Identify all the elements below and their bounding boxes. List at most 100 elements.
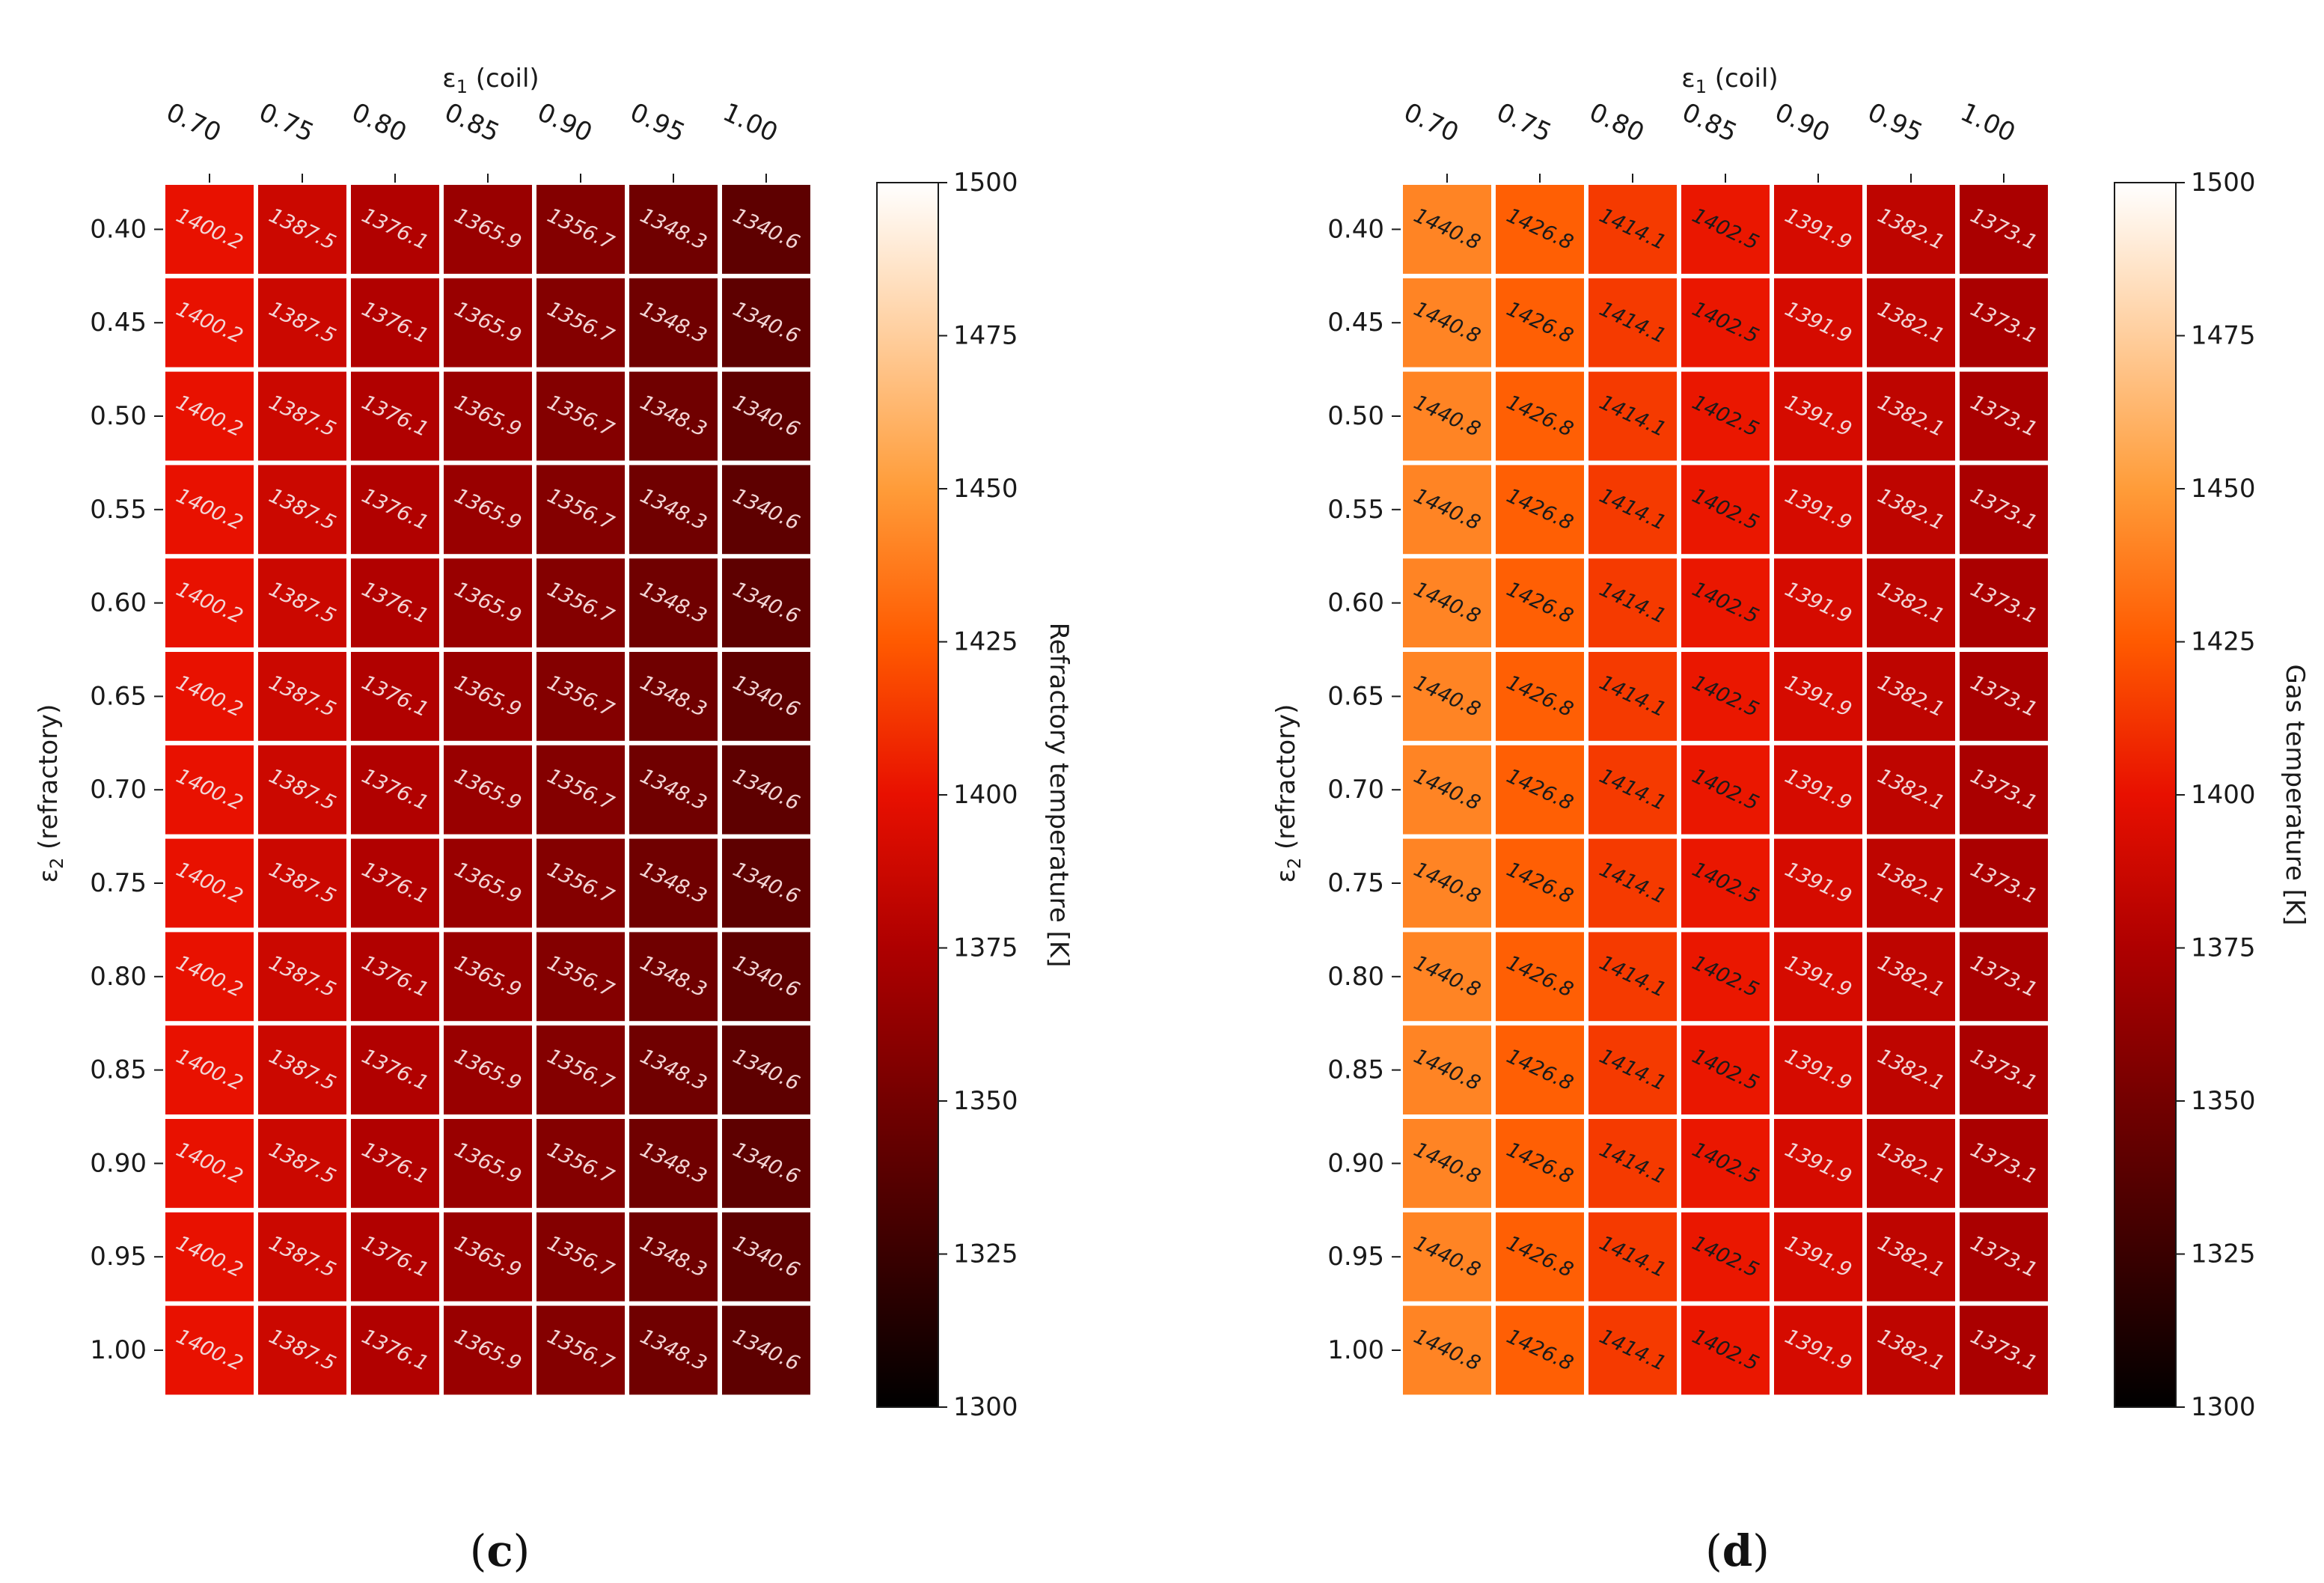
- panel-d-cell: [1681, 1305, 1770, 1395]
- panel-c-cell: [444, 465, 532, 555]
- panel-d-y-tick-label: 0.75: [1327, 868, 1384, 898]
- panel-d-cell: [1681, 932, 1770, 1022]
- panel-c-colorbar-ticks: 1300 1325 1350 1375 1400 1425 1450 1475 1500: [938, 168, 1018, 1422]
- panel-c-cell: [536, 558, 625, 647]
- panel-d-y-tick-label: 0.55: [1327, 495, 1384, 525]
- panel-c-cell: [165, 745, 254, 835]
- panel-d-cell: [1960, 558, 2048, 647]
- panel-d-cell: [1774, 1305, 1862, 1395]
- panel-c-cell: [722, 465, 810, 555]
- panel-c-cell: [629, 932, 718, 1022]
- panel-c-cell: [258, 1025, 346, 1114]
- panel-c-cells: 1400.2 1387.5 1376.1 1365.9 1356.7 1348.3 1340…: [165, 185, 810, 1395]
- panel-c-y-tick-label: 0.55: [90, 495, 147, 525]
- panel-d-cell: [1588, 1119, 1677, 1208]
- panel-c-x-tick-label: 0.80: [347, 97, 412, 148]
- panel-c-cell: [258, 652, 346, 741]
- panel-d-cell: [1867, 371, 1955, 461]
- panel-c-cell: [258, 1305, 346, 1395]
- panel-d-y-ticks: 0.40 0.45 0.50 0.55 0.60 0.65 0.70 0.75 0.80 0.85…: [1327, 214, 1401, 1365]
- panel-d-cell: [1588, 838, 1677, 928]
- panel-d-cell: [1774, 278, 1862, 367]
- panel-d-cell: [1867, 838, 1955, 928]
- panel-c-cell: [629, 278, 718, 367]
- panel-c-cell: [351, 1025, 439, 1114]
- panel-c-cell: [536, 278, 625, 367]
- panel-c-cell: [351, 932, 439, 1022]
- panel-c-cell: [351, 745, 439, 835]
- panel-c-cell: [722, 371, 810, 461]
- panel-c-y-tick-label: 0.45: [90, 308, 147, 338]
- panel-c-colorbar-tick-label: 1450: [953, 474, 1018, 504]
- panel-d-cell: [1403, 652, 1491, 741]
- panel-c-cell: [351, 185, 439, 274]
- panel-c-cell: [536, 1212, 625, 1302]
- panel-d-y-tick-label: 0.40: [1327, 214, 1384, 244]
- panel-c-cell: [165, 371, 254, 461]
- panel-d-cell: [1681, 371, 1770, 461]
- panel-d-cell: [1774, 185, 1862, 274]
- panel-c-cell: [444, 371, 532, 461]
- panel-d-cell: [1588, 465, 1677, 555]
- panel-c-cell: [258, 1212, 346, 1302]
- panel-c-cell: [258, 185, 346, 274]
- panel-d-x-tick-label: 0.95: [1863, 97, 1927, 148]
- panel-d-cell: [1960, 278, 2048, 367]
- panel-c-cell: [536, 185, 625, 274]
- panel-c-cell: [165, 1212, 254, 1302]
- panel-c-x-tick-label: 0.85: [440, 97, 504, 148]
- panel-d-cell: [1867, 1119, 1955, 1208]
- panel-c-cell: [165, 558, 254, 647]
- panel-c-x-ticks: 0.70 0.75 0.80 0.85 0.90 0.95 1.00: [162, 97, 782, 183]
- panel-d-cell: [1681, 558, 1770, 647]
- panel-d-x-tick-label: 0.90: [1770, 97, 1835, 148]
- panel-c-cell: [629, 1305, 718, 1395]
- panel-c-y-tick-label: 0.80: [90, 962, 147, 992]
- panel-d-cell: [1403, 932, 1491, 1022]
- panel-c-colorbar: [876, 182, 939, 1408]
- panel-d-cell: [1496, 185, 1584, 274]
- panel-d-y-tick-label: 0.65: [1327, 681, 1384, 711]
- panel-d-cell: [1496, 745, 1584, 835]
- panel-c-y-tick-label: 0.75: [90, 868, 147, 898]
- panel-c-cell: [722, 1305, 810, 1395]
- panel-d-cell: [1403, 185, 1491, 274]
- panel-c-cell: [629, 558, 718, 647]
- panel-c-cell: [536, 1119, 625, 1208]
- panel-d-cell: [1960, 745, 2048, 835]
- panel-c-cell: [536, 371, 625, 461]
- panel-d-x-title-text: (coil): [1707, 64, 1779, 94]
- panel-c-cell: [722, 1212, 810, 1302]
- panel-d-cell: [1496, 558, 1584, 647]
- panel-c-cell: [629, 652, 718, 741]
- panel-d-colorbar-tick-label: 1400: [2191, 780, 2256, 810]
- panel-c-cell: [258, 465, 346, 555]
- panel-d-colorbar-tick-label: 1300: [2191, 1392, 2256, 1422]
- panel-c-cell: [351, 278, 439, 367]
- panel-c-cell: [536, 932, 625, 1022]
- panel-c-cell: [258, 558, 346, 647]
- panel-c-cell: [722, 838, 810, 928]
- panel-d-cell: [1960, 465, 2048, 555]
- panel-c-cell: [536, 1025, 625, 1114]
- panel-c-cell: [165, 278, 254, 367]
- panel-d-cell: [1867, 1025, 1955, 1114]
- panel-d-cell: [1960, 1119, 2048, 1208]
- panel-d-cell: [1588, 932, 1677, 1022]
- panel-c-cell: [629, 1119, 718, 1208]
- panel-c-cell: [629, 465, 718, 555]
- panel-d-cell: [1403, 1025, 1491, 1114]
- panel-c-x-title-symbol: ε: [442, 64, 456, 94]
- panel-c-cell: [444, 652, 532, 741]
- panel-c-colorbar-tick-label: 1350: [953, 1086, 1018, 1116]
- panel-d-cell: [1774, 1119, 1862, 1208]
- panel-d-cell: [1496, 1305, 1584, 1395]
- panel-d-cells: 1440.8 1426.8 1414.1 1402.5 1391.9 1382.1 1373…: [1403, 185, 2048, 1395]
- panel-c-cell: [536, 745, 625, 835]
- panel-d-cell: [1867, 558, 1955, 647]
- panel-d-cell: [1496, 932, 1584, 1022]
- panel-c-y-axis-title: ε2 (refractory): [34, 704, 67, 883]
- panel-d-cell: [1588, 1025, 1677, 1114]
- panel-c-cell: [351, 1212, 439, 1302]
- panel-d-y-tick-label: 0.90: [1327, 1148, 1384, 1178]
